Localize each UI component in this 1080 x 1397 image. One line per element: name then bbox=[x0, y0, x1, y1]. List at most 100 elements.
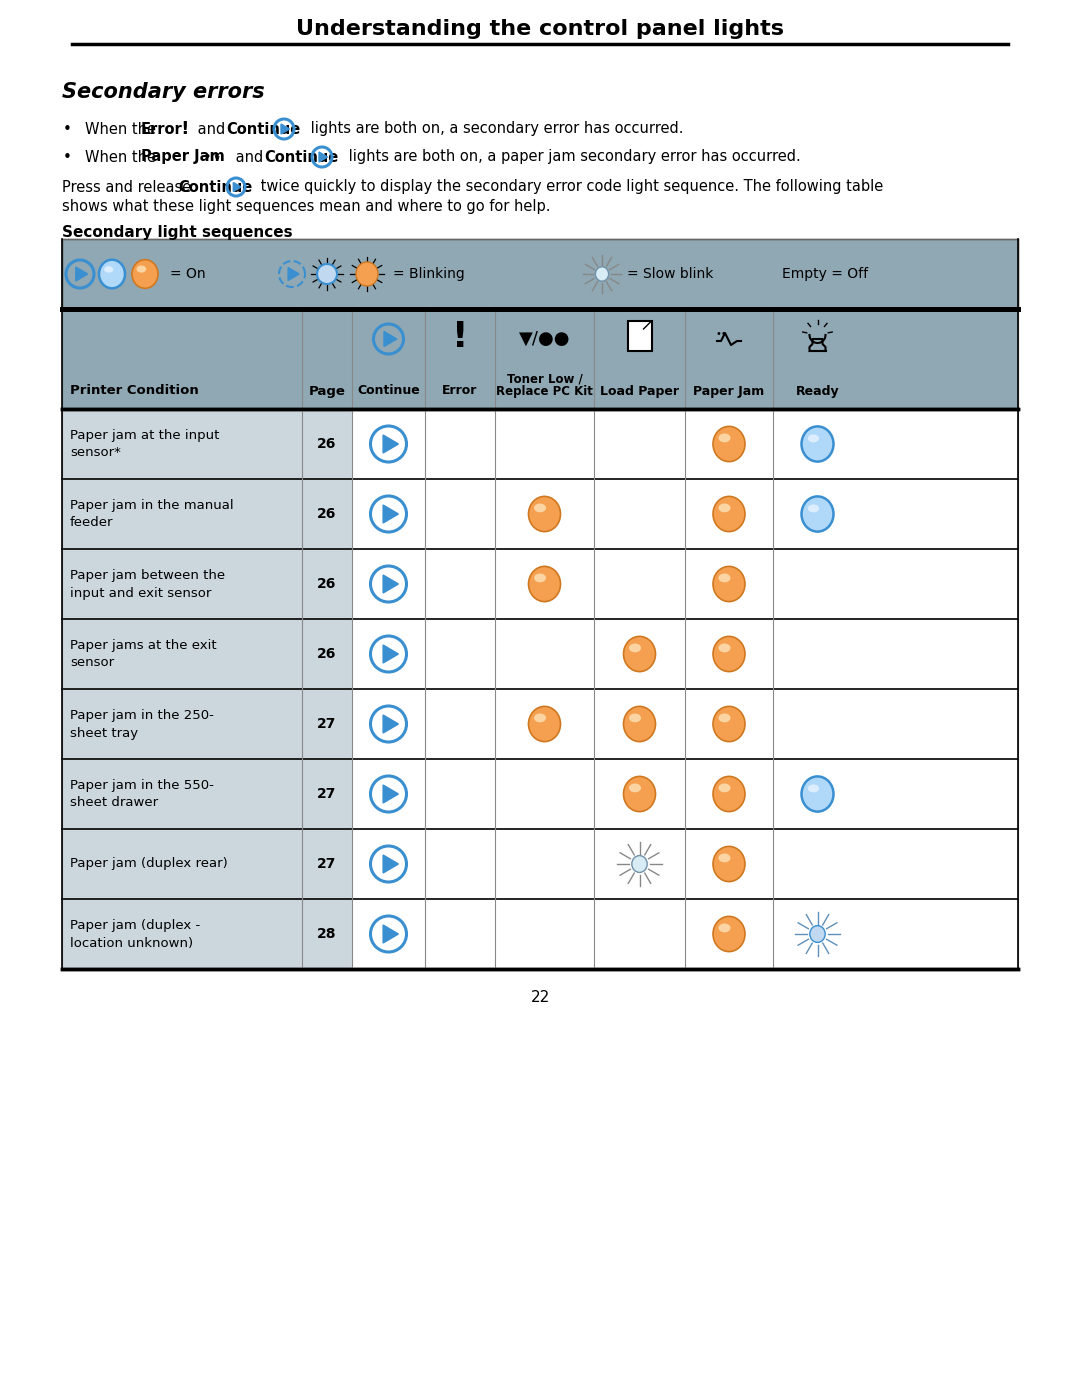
Ellipse shape bbox=[528, 707, 561, 742]
Text: shows what these light sequences mean and where to go for help.: shows what these light sequences mean an… bbox=[62, 200, 551, 215]
Polygon shape bbox=[383, 785, 399, 803]
FancyBboxPatch shape bbox=[302, 409, 352, 479]
Text: Toner Low /: Toner Low / bbox=[507, 373, 582, 386]
Text: = Blinking: = Blinking bbox=[393, 267, 464, 281]
Ellipse shape bbox=[718, 574, 730, 583]
Text: 27: 27 bbox=[318, 787, 337, 800]
Text: 27: 27 bbox=[318, 856, 337, 870]
Text: Paper Jam: Paper Jam bbox=[693, 384, 765, 398]
FancyBboxPatch shape bbox=[62, 689, 302, 759]
Text: Secondary light sequences: Secondary light sequences bbox=[62, 225, 293, 239]
Text: When the: When the bbox=[85, 149, 161, 165]
Text: 26: 26 bbox=[318, 647, 337, 661]
Ellipse shape bbox=[808, 504, 819, 513]
Text: Secondary errors: Secondary errors bbox=[62, 82, 265, 102]
Polygon shape bbox=[288, 267, 299, 281]
FancyBboxPatch shape bbox=[62, 619, 302, 689]
Ellipse shape bbox=[632, 855, 647, 872]
Text: Paper jams at the exit
sensor: Paper jams at the exit sensor bbox=[70, 638, 217, 669]
Text: When the: When the bbox=[85, 122, 161, 137]
Polygon shape bbox=[319, 152, 327, 162]
Text: Continue: Continue bbox=[226, 122, 300, 137]
Polygon shape bbox=[383, 715, 399, 733]
Ellipse shape bbox=[136, 265, 146, 272]
Text: Error: Error bbox=[141, 122, 183, 137]
Ellipse shape bbox=[629, 714, 642, 722]
Text: ••: •• bbox=[715, 330, 727, 339]
Ellipse shape bbox=[801, 426, 834, 461]
Ellipse shape bbox=[629, 644, 642, 652]
Text: Paper jam (duplex -
location unknown): Paper jam (duplex - location unknown) bbox=[70, 918, 200, 950]
Ellipse shape bbox=[808, 434, 819, 443]
Text: and: and bbox=[193, 122, 230, 137]
Text: Error: Error bbox=[443, 384, 477, 398]
Text: Continue: Continue bbox=[264, 149, 338, 165]
Ellipse shape bbox=[595, 267, 609, 281]
Text: Paper jam between the
input and exit sensor: Paper jam between the input and exit sen… bbox=[70, 569, 225, 599]
Ellipse shape bbox=[801, 777, 834, 812]
Polygon shape bbox=[383, 576, 399, 592]
Text: Page: Page bbox=[309, 384, 346, 398]
Text: ▼/●●: ▼/●● bbox=[518, 330, 570, 348]
Text: = On: = On bbox=[170, 267, 205, 281]
FancyBboxPatch shape bbox=[62, 409, 302, 479]
Ellipse shape bbox=[801, 496, 834, 532]
Ellipse shape bbox=[718, 714, 730, 722]
Text: = Slow blink: = Slow blink bbox=[627, 267, 714, 281]
Text: Press and release: Press and release bbox=[62, 179, 195, 194]
Polygon shape bbox=[233, 183, 241, 191]
FancyBboxPatch shape bbox=[62, 239, 1018, 309]
Ellipse shape bbox=[810, 926, 825, 943]
Text: Understanding the control panel lights: Understanding the control panel lights bbox=[296, 20, 784, 39]
Ellipse shape bbox=[528, 496, 561, 532]
Text: Paper jam in the 250-
sheet tray: Paper jam in the 250- sheet tray bbox=[70, 708, 214, 739]
Ellipse shape bbox=[718, 854, 730, 862]
Ellipse shape bbox=[713, 637, 745, 672]
Ellipse shape bbox=[623, 707, 656, 742]
Text: 26: 26 bbox=[318, 507, 337, 521]
Text: Printer Condition: Printer Condition bbox=[70, 384, 199, 398]
Ellipse shape bbox=[104, 267, 113, 272]
Ellipse shape bbox=[713, 916, 745, 951]
Text: !: ! bbox=[451, 320, 469, 353]
Ellipse shape bbox=[623, 637, 656, 672]
Ellipse shape bbox=[718, 433, 730, 443]
Circle shape bbox=[318, 264, 337, 284]
Text: •: • bbox=[63, 122, 71, 137]
Ellipse shape bbox=[356, 263, 378, 286]
Polygon shape bbox=[383, 855, 399, 873]
Ellipse shape bbox=[718, 784, 730, 792]
Polygon shape bbox=[76, 267, 87, 281]
Ellipse shape bbox=[713, 426, 745, 461]
Ellipse shape bbox=[718, 644, 730, 652]
Ellipse shape bbox=[713, 566, 745, 602]
Text: Load Paper: Load Paper bbox=[600, 384, 679, 398]
FancyBboxPatch shape bbox=[302, 619, 352, 689]
Ellipse shape bbox=[718, 923, 730, 932]
Text: Replace PC Kit: Replace PC Kit bbox=[496, 384, 593, 398]
Text: 26: 26 bbox=[318, 577, 337, 591]
Text: 28: 28 bbox=[318, 928, 337, 942]
Ellipse shape bbox=[528, 566, 561, 602]
Ellipse shape bbox=[808, 784, 819, 792]
Text: 22: 22 bbox=[530, 989, 550, 1004]
Polygon shape bbox=[383, 925, 399, 943]
Ellipse shape bbox=[713, 847, 745, 882]
Ellipse shape bbox=[132, 260, 158, 288]
Text: and: and bbox=[231, 149, 268, 165]
Ellipse shape bbox=[629, 784, 642, 792]
Polygon shape bbox=[383, 645, 399, 664]
FancyBboxPatch shape bbox=[62, 549, 302, 619]
Text: •: • bbox=[63, 149, 71, 165]
Text: Paper jam in the 550-
sheet drawer: Paper jam in the 550- sheet drawer bbox=[70, 778, 214, 809]
Ellipse shape bbox=[534, 714, 546, 722]
Text: 26: 26 bbox=[318, 437, 337, 451]
Text: Paper jam (duplex rear): Paper jam (duplex rear) bbox=[70, 858, 228, 870]
Text: 27: 27 bbox=[318, 717, 337, 731]
Text: lights are both on, a secondary error has occurred.: lights are both on, a secondary error ha… bbox=[306, 122, 684, 137]
FancyBboxPatch shape bbox=[62, 759, 302, 828]
Text: •∿: •∿ bbox=[203, 151, 221, 163]
FancyBboxPatch shape bbox=[62, 309, 1018, 409]
Polygon shape bbox=[384, 331, 396, 346]
Text: Continue: Continue bbox=[357, 384, 420, 398]
